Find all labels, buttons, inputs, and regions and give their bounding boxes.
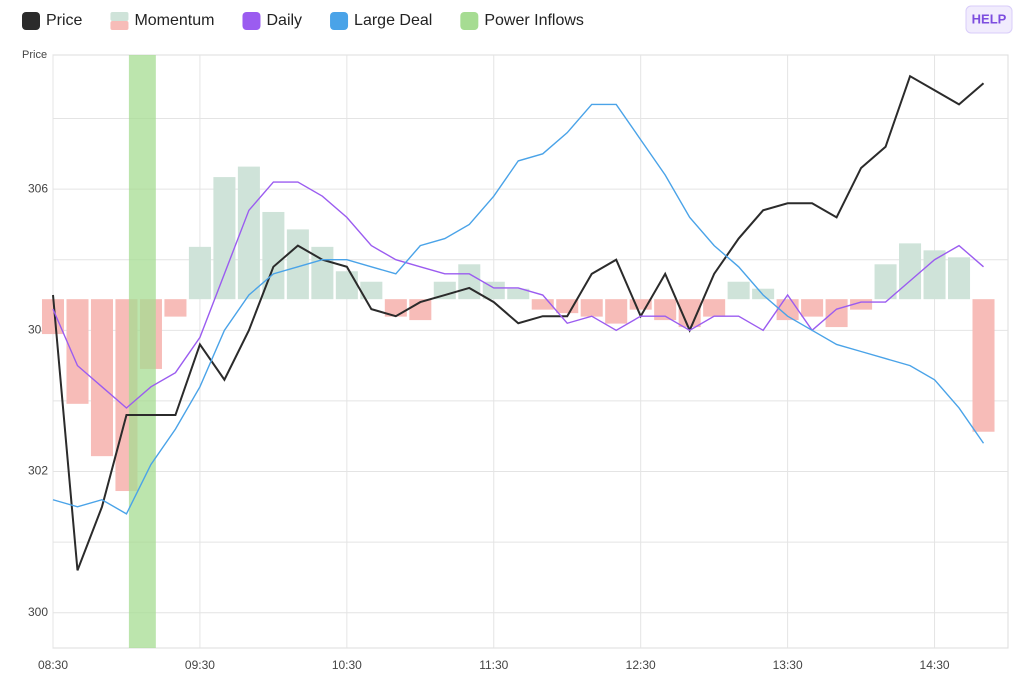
y-axis-label: Price (22, 49, 47, 61)
y-tick-label: 300 (28, 605, 48, 619)
momentum-bar (972, 299, 995, 432)
momentum-bar (703, 299, 726, 317)
momentum-bar (654, 299, 677, 321)
series-line (52, 103, 985, 515)
help-button-bg[interactable] (965, 5, 1013, 34)
legend-swatch (460, 12, 479, 30)
momentum-bar (360, 281, 383, 300)
momentum-bar (507, 288, 530, 300)
momentum-bar (605, 299, 628, 324)
momentum-bar (531, 299, 554, 310)
legend-label: Power Inflows (484, 12, 584, 29)
momentum-bar (825, 299, 848, 328)
momentum-bar (752, 288, 775, 300)
legend-swatch (22, 12, 40, 30)
y-tick-label: 306 (28, 181, 48, 195)
legend-swatch (110, 12, 129, 21)
x-tick-label: 08:30 (38, 658, 68, 672)
momentum-bar (164, 299, 187, 317)
legend-label: Large Deal (354, 12, 432, 29)
legend-swatch (242, 12, 261, 30)
momentum-bar (286, 229, 309, 300)
momentum-bar (41, 299, 65, 335)
momentum-bar (237, 166, 260, 300)
momentum-bar (66, 299, 89, 404)
momentum-bar (629, 299, 652, 310)
legend: Price Momentum Daily Large Deal Power Inflow… (22, 12, 584, 30)
momentum-bar (727, 281, 750, 300)
x-tick-label: 13:30 (773, 658, 803, 672)
momentum-bar (262, 211, 285, 300)
y-tick-label: 302 (28, 464, 48, 478)
series-line (52, 74, 985, 571)
momentum-bar (923, 250, 946, 300)
momentum-bar (458, 264, 481, 300)
legend-swatch (330, 12, 349, 30)
legend-label: Price (46, 12, 83, 29)
momentum-bar (90, 299, 113, 457)
x-tick-label: 12:30 (626, 658, 656, 672)
momentum-bar (874, 264, 897, 300)
momentum-bar (433, 281, 456, 300)
plot-frame (52, 54, 1009, 649)
momentum-bar (556, 299, 579, 314)
power-inflow-band (128, 55, 156, 648)
momentum-bar (335, 271, 358, 300)
x-tick-label: 14:30 (920, 658, 950, 672)
momentum-bar (850, 299, 873, 310)
momentum-bar (482, 281, 505, 300)
legend-label: Daily (266, 12, 302, 29)
x-tick-label: 09:30 (185, 658, 215, 672)
grid (52, 54, 1009, 649)
momentum-bar (899, 243, 922, 300)
legend-swatch (110, 21, 129, 30)
x-tick-label: 11:30 (479, 658, 508, 672)
momentum-bar (188, 246, 211, 300)
legend-label: Momentum (134, 12, 214, 29)
momentum-bar (776, 299, 799, 321)
series-line (52, 181, 984, 409)
x-tick-label: 10:30 (332, 658, 362, 672)
help-label[interactable]: HELP (972, 11, 1007, 26)
momentum-bar (801, 299, 824, 317)
momentum-bar (948, 257, 971, 300)
momentum-bar (580, 299, 603, 317)
help-button[interactable]: HELP (965, 5, 1013, 34)
momentum-bar (213, 177, 236, 300)
